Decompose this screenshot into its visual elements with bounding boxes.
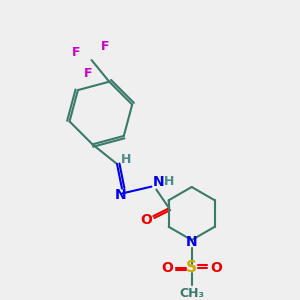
Text: O: O: [141, 213, 152, 227]
Text: O: O: [210, 261, 222, 274]
Text: F: F: [72, 46, 80, 59]
Text: N: N: [186, 235, 197, 249]
Text: CH₃: CH₃: [179, 286, 204, 300]
Text: F: F: [101, 40, 110, 53]
Text: O: O: [161, 261, 173, 274]
Text: S: S: [186, 260, 197, 275]
Text: H: H: [164, 175, 174, 188]
Text: F: F: [83, 67, 92, 80]
Text: H: H: [121, 153, 131, 166]
Text: N: N: [152, 175, 164, 189]
Text: N: N: [115, 188, 127, 203]
